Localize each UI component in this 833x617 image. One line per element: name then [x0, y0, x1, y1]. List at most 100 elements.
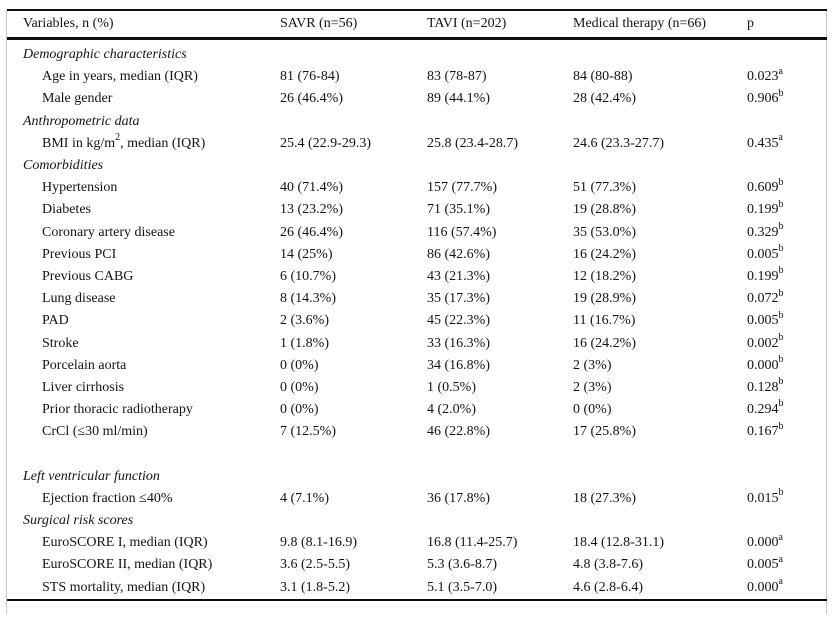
cell-tavi: 5.1 (3.5-7.0) [427, 579, 497, 595]
cell-medical: 4.8 (3.8-7.6) [573, 557, 643, 573]
superscript-footnote-marker: a [778, 531, 783, 543]
cell-tavi: 86 (42.6%) [427, 246, 490, 262]
section-label: Comorbidities [23, 158, 104, 174]
row-label: Previous CABG [42, 268, 134, 284]
data-row: Diabetes 13 (23.2%) 71 (35.1%) 19 (28.8%) 0.… [0, 199, 810, 221]
data-row: Lung disease 8 (14.3%) 35 (17.3%) 19 (28.9%… [0, 288, 810, 310]
cell-savr: 81 (76-84) [280, 69, 340, 85]
table-body: Demographic characteristics Age in years,… [0, 44, 810, 599]
spacer-row [0, 443, 810, 465]
data-row: Stroke 1 (1.8%) 33 (16.3%) 16 (24.2%) 0.002b [0, 332, 810, 354]
cell-p-value: 0.609b [747, 176, 784, 196]
cell-tavi: 157 (77.7%) [427, 180, 497, 196]
data-row: STS mortality, median (IQR) 3.1 (1.8-5.2)… [0, 575, 810, 599]
cell-p-value: 0.435a [747, 132, 783, 151]
row-label: Hypertension [42, 180, 118, 196]
superscript-footnote-marker: b [778, 87, 784, 99]
row-label: EuroSCORE I, median (IQR) [42, 535, 208, 551]
cell-p-value: 0.906b [747, 87, 784, 107]
cell-savr: 0 (0%) [280, 357, 319, 373]
section-label: Demographic characteristics [23, 47, 187, 63]
row-label: STS mortality, median (IQR) [42, 579, 206, 595]
row-label: Age in years, median (IQR) [42, 69, 198, 85]
cell-savr: 13 (23.2%) [280, 202, 343, 218]
cell-medical: 16 (24.2%) [573, 246, 636, 262]
cell-medical: 16 (24.2%) [573, 335, 636, 351]
superscript-footnote-marker: b [778, 487, 784, 499]
superscript-footnote-marker: b [778, 420, 784, 432]
row-label: Prior thoracic radiotherapy [42, 402, 193, 418]
data-row: Previous PCI 14 (25%) 86 (42.6%) 16 (24.2%)… [0, 244, 810, 266]
cell-tavi: 116 (57.4%) [427, 224, 497, 240]
cell-savr: 0 (0%) [280, 402, 319, 418]
superscript-footnote-marker: b [778, 220, 784, 232]
cell-p-value: 0.002b [747, 331, 784, 351]
superscript-footnote-marker: a [778, 553, 783, 565]
data-row: EuroSCORE I, median (IQR) 9.8 (8.1-16.9) 1… [0, 532, 810, 554]
cell-tavi: 45 (22.3%) [427, 313, 490, 329]
superscript-footnote-marker: a [778, 575, 783, 587]
cell-tavi: 89 (44.1%) [427, 91, 490, 107]
superscript-footnote-marker: b [778, 176, 784, 188]
row-label: Porcelain aorta [42, 357, 127, 373]
section-row: Left ventricular function [0, 466, 810, 488]
section-row: Demographic characteristics [0, 44, 810, 66]
superscript-footnote-marker: b [778, 309, 784, 321]
column-header-variables: Variables, n (%) [23, 16, 114, 31]
row-label: Previous PCI [42, 246, 117, 262]
cell-medical: 4.6 (2.8-6.4) [573, 579, 643, 595]
row-label: Diabetes [42, 202, 91, 218]
row-label: Lung disease [42, 291, 116, 307]
cell-p-value: 0.199b [747, 198, 784, 218]
cell-tavi: 25.8 (23.4-28.7) [427, 135, 518, 151]
data-row: Male gender 26 (46.4%) 89 (44.1%) 28 (42.4%… [0, 88, 810, 110]
cell-medical: 17 (25.8%) [573, 424, 636, 440]
cell-p-value: 0.167b [747, 420, 784, 440]
cell-savr: 25.4 (22.9-29.3) [280, 135, 371, 151]
table-header-rule [7, 37, 827, 40]
data-row: Age in years, median (IQR) 81 (76-84) 83 (… [0, 66, 810, 88]
table-top-rule [7, 9, 827, 11]
cell-savr: 26 (46.4%) [280, 224, 343, 240]
cell-savr: 26 (46.4%) [280, 91, 343, 107]
cell-savr: 1 (1.8%) [280, 335, 329, 351]
superscript-footnote-marker: b [778, 331, 784, 343]
cell-savr: 7 (12.5%) [280, 424, 336, 440]
cell-p-value: 0.000a [747, 575, 783, 595]
data-row: Hypertension 40 (71.4%) 157 (77.7%) 51 (77.… [0, 177, 810, 199]
table-frame-left-border [6, 10, 7, 614]
section-row: Anthropometric data [0, 111, 810, 133]
superscript-footnote-marker: b [778, 265, 784, 277]
superscript-footnote-marker: a [778, 65, 783, 77]
cell-tavi: 33 (16.3%) [427, 335, 490, 351]
cell-p-value: 0.072b [747, 287, 784, 307]
data-row: Previous CABG 6 (10.7%) 43 (21.3%) 12 (18.2… [0, 266, 810, 288]
cell-savr: 9.8 (8.1-16.9) [280, 535, 357, 551]
column-header-tavi: TAVI (n=202) [427, 16, 507, 31]
cell-p-value: 0.294b [747, 398, 784, 418]
cell-medical: 18.4 (12.8-31.1) [573, 535, 664, 551]
section-row: Comorbidities [0, 155, 810, 177]
cell-p-value: 0.329b [747, 220, 784, 240]
data-row: Ejection fraction ≤40% 4 (7.1%) 36 (17.8%)… [0, 488, 810, 510]
cell-p-value: 0.128b [747, 376, 784, 395]
cell-tavi: 71 (35.1%) [427, 202, 490, 218]
cell-p-value: 0.000a [747, 531, 783, 551]
data-row: CrCl (≤30 ml/min) 7 (12.5%) 46 (22.8%) 17 (… [0, 421, 810, 443]
row-label: Ejection fraction ≤40% [42, 490, 173, 506]
data-row: Coronary artery disease 26 (46.4%) 116 (57… [0, 220, 810, 244]
section-label: Left ventricular function [23, 468, 160, 484]
table-frame-right-border [826, 10, 827, 614]
cell-tavi: 1 (0.5%) [427, 379, 476, 395]
data-row: PAD 2 (3.6%) 45 (22.3%) 11 (16.7%) 0.005b [0, 310, 810, 332]
cell-savr: 4 (7.1%) [280, 490, 329, 506]
cell-savr: 8 (14.3%) [280, 291, 336, 307]
cell-tavi: 43 (21.3%) [427, 268, 490, 284]
row-label: BMI in kg/m2, median (IQR) [42, 132, 206, 151]
cell-p-value: 0.000b [747, 354, 784, 373]
row-label: Stroke [42, 335, 79, 351]
superscript-footnote-marker: b [778, 243, 784, 255]
cell-tavi: 4 (2.0%) [427, 402, 476, 418]
section-row: Surgical risk scores [0, 510, 810, 532]
